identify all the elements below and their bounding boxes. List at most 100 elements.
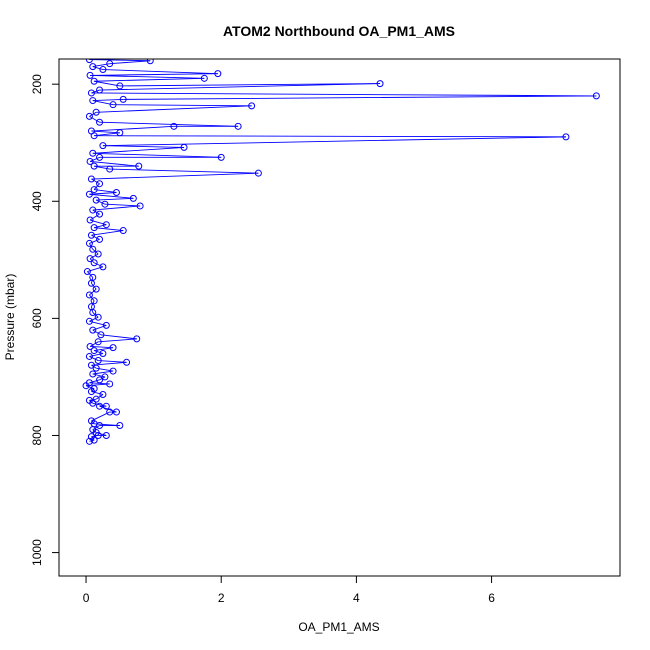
data-point (90, 77, 98, 85)
series-line-segment (93, 262, 104, 268)
data-point (86, 216, 94, 224)
series-line-segment (91, 172, 259, 180)
series-line-segment (91, 234, 100, 240)
x-tick-label: 0 (83, 591, 90, 605)
data-point (87, 303, 95, 311)
series-line-segment (92, 429, 97, 433)
data-point (86, 157, 94, 165)
data-point (85, 379, 93, 387)
data-point (254, 169, 262, 177)
series-line-segment (98, 360, 127, 363)
data-point (85, 190, 93, 198)
data-point (101, 373, 109, 381)
y-tick-label: 600 (30, 308, 44, 328)
data-point (85, 396, 93, 404)
data-point (97, 331, 105, 339)
series-line-segment (99, 83, 381, 91)
series-line-segment (102, 136, 566, 147)
data-point (123, 358, 131, 366)
data-point (102, 431, 110, 439)
data-point (119, 227, 127, 235)
series-line-segment (109, 168, 259, 174)
data-point (96, 86, 104, 94)
data-point (99, 350, 107, 358)
data-point (90, 162, 98, 170)
data-point (90, 297, 98, 305)
y-axis-label: Pressure (mbar) (3, 274, 17, 361)
series-line-segment (109, 60, 151, 65)
data-point (106, 380, 114, 388)
y-tick-label: 200 (30, 74, 44, 94)
data-point (87, 127, 95, 135)
y-tick-label: 800 (30, 425, 44, 445)
series-line-segment (90, 74, 205, 79)
data-point (87, 417, 95, 425)
data-point (90, 259, 98, 267)
data-point (90, 224, 98, 232)
data-point (85, 317, 93, 325)
series-line-segment (89, 111, 97, 117)
series-line-segment (94, 423, 120, 426)
series-line-segment (93, 183, 100, 190)
data-point (99, 263, 107, 271)
data-point (101, 200, 109, 208)
data-point (102, 321, 110, 329)
series-line-segment (90, 161, 139, 167)
data-point (180, 143, 188, 151)
series-line-segment (89, 156, 100, 162)
data-point (94, 338, 102, 346)
series-line-segment (91, 436, 95, 441)
data-point (214, 70, 222, 78)
series-line-segment (89, 213, 100, 221)
data-point (86, 255, 94, 263)
series-line-segment (98, 338, 137, 343)
data-point (87, 361, 95, 369)
data-point (87, 231, 95, 239)
data-point (89, 326, 97, 334)
data-point (146, 59, 154, 65)
data-point (94, 357, 102, 365)
data-point (92, 108, 100, 116)
data-point (89, 273, 97, 281)
series-line-segment (92, 98, 124, 102)
data-point (200, 74, 208, 82)
data-point (376, 80, 384, 88)
data-point (83, 268, 91, 276)
x-tick-label: 4 (353, 591, 360, 605)
series-line-segment (92, 205, 141, 211)
y-tick-label: 400 (30, 191, 44, 211)
data-point (106, 60, 114, 68)
series-line-segment (92, 146, 185, 154)
series-line-segment (91, 89, 100, 94)
series-line-segment (92, 373, 106, 378)
data-point (89, 370, 97, 378)
data-point (94, 313, 102, 321)
series-line-segment (90, 73, 218, 76)
data-point (109, 367, 117, 375)
series-line-segment (94, 227, 124, 231)
data-point (96, 210, 104, 218)
series-line-segment (89, 288, 97, 296)
data-point (99, 142, 107, 150)
series-line-segment (92, 248, 99, 255)
data-point (90, 186, 98, 194)
series-line-segment (104, 203, 141, 207)
data-point (90, 347, 98, 355)
chart-title: ATOM2 Northbound OA_PM1_AMS (223, 23, 455, 39)
series-line-segment (94, 189, 117, 193)
data-point (96, 118, 104, 126)
series-line-segment (89, 193, 134, 199)
data-point (106, 165, 114, 173)
data-point (87, 433, 95, 441)
series-line-segment (99, 121, 239, 127)
series-line-segment (92, 66, 104, 70)
series-line-segment (89, 400, 94, 404)
series-line-segment (89, 439, 95, 442)
series-line-segment (94, 135, 566, 138)
data-point (133, 335, 141, 343)
data-point (85, 239, 93, 247)
data-point (96, 180, 104, 188)
